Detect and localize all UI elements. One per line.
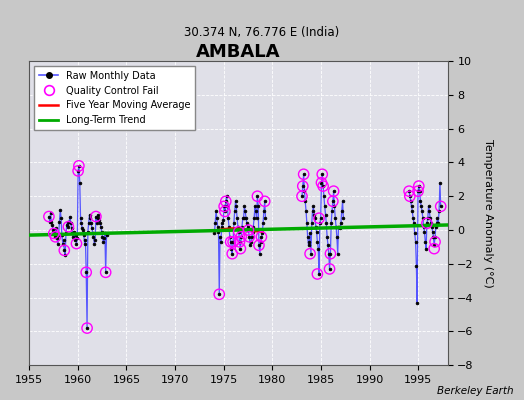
Point [222,198,230,204]
Point [253,193,261,200]
Point [315,215,323,222]
Point [313,271,322,277]
Point [50,230,58,237]
Point [45,213,53,220]
Point [319,183,328,189]
Text: 30.374 N, 76.776 E (India): 30.374 N, 76.776 E (India) [184,26,340,39]
Point [83,325,91,331]
Point [436,203,445,210]
Point [72,240,81,247]
Y-axis label: Temperature Anomaly (°C): Temperature Anomaly (°C) [483,139,493,288]
Point [75,163,83,169]
Legend: Raw Monthly Data, Quality Control Fail, Five Year Moving Average, Long-Term Tren: Raw Monthly Data, Quality Control Fail, … [34,66,195,130]
Point [406,193,414,200]
Title: AMBALA: AMBALA [196,43,280,61]
Point [423,220,431,226]
Point [299,171,308,178]
Point [64,224,73,230]
Point [51,234,60,240]
Point [405,188,413,194]
Point [414,183,423,189]
Point [325,266,334,272]
Point [414,188,422,194]
Point [318,171,326,178]
Point [260,198,269,204]
Point [82,269,91,276]
Point [257,234,266,240]
Point [306,250,314,257]
Point [235,239,244,245]
Point [236,246,245,252]
Point [215,291,223,298]
Text: Berkeley Earth: Berkeley Earth [437,386,514,396]
Point [221,208,229,215]
Point [299,183,307,189]
Point [102,269,110,276]
Point [326,250,335,257]
Point [74,168,82,174]
Point [255,242,263,248]
Point [237,234,245,240]
Point [226,239,235,245]
Point [92,213,100,220]
Point [220,203,228,210]
Point [60,247,69,254]
Point [317,180,325,186]
Point [245,234,254,240]
Point [229,239,237,245]
Point [244,227,253,233]
Point [330,188,338,194]
Point [235,228,243,235]
Point [228,250,236,257]
Point [431,239,439,245]
Point [329,198,337,204]
Point [298,193,306,200]
Point [430,246,439,252]
